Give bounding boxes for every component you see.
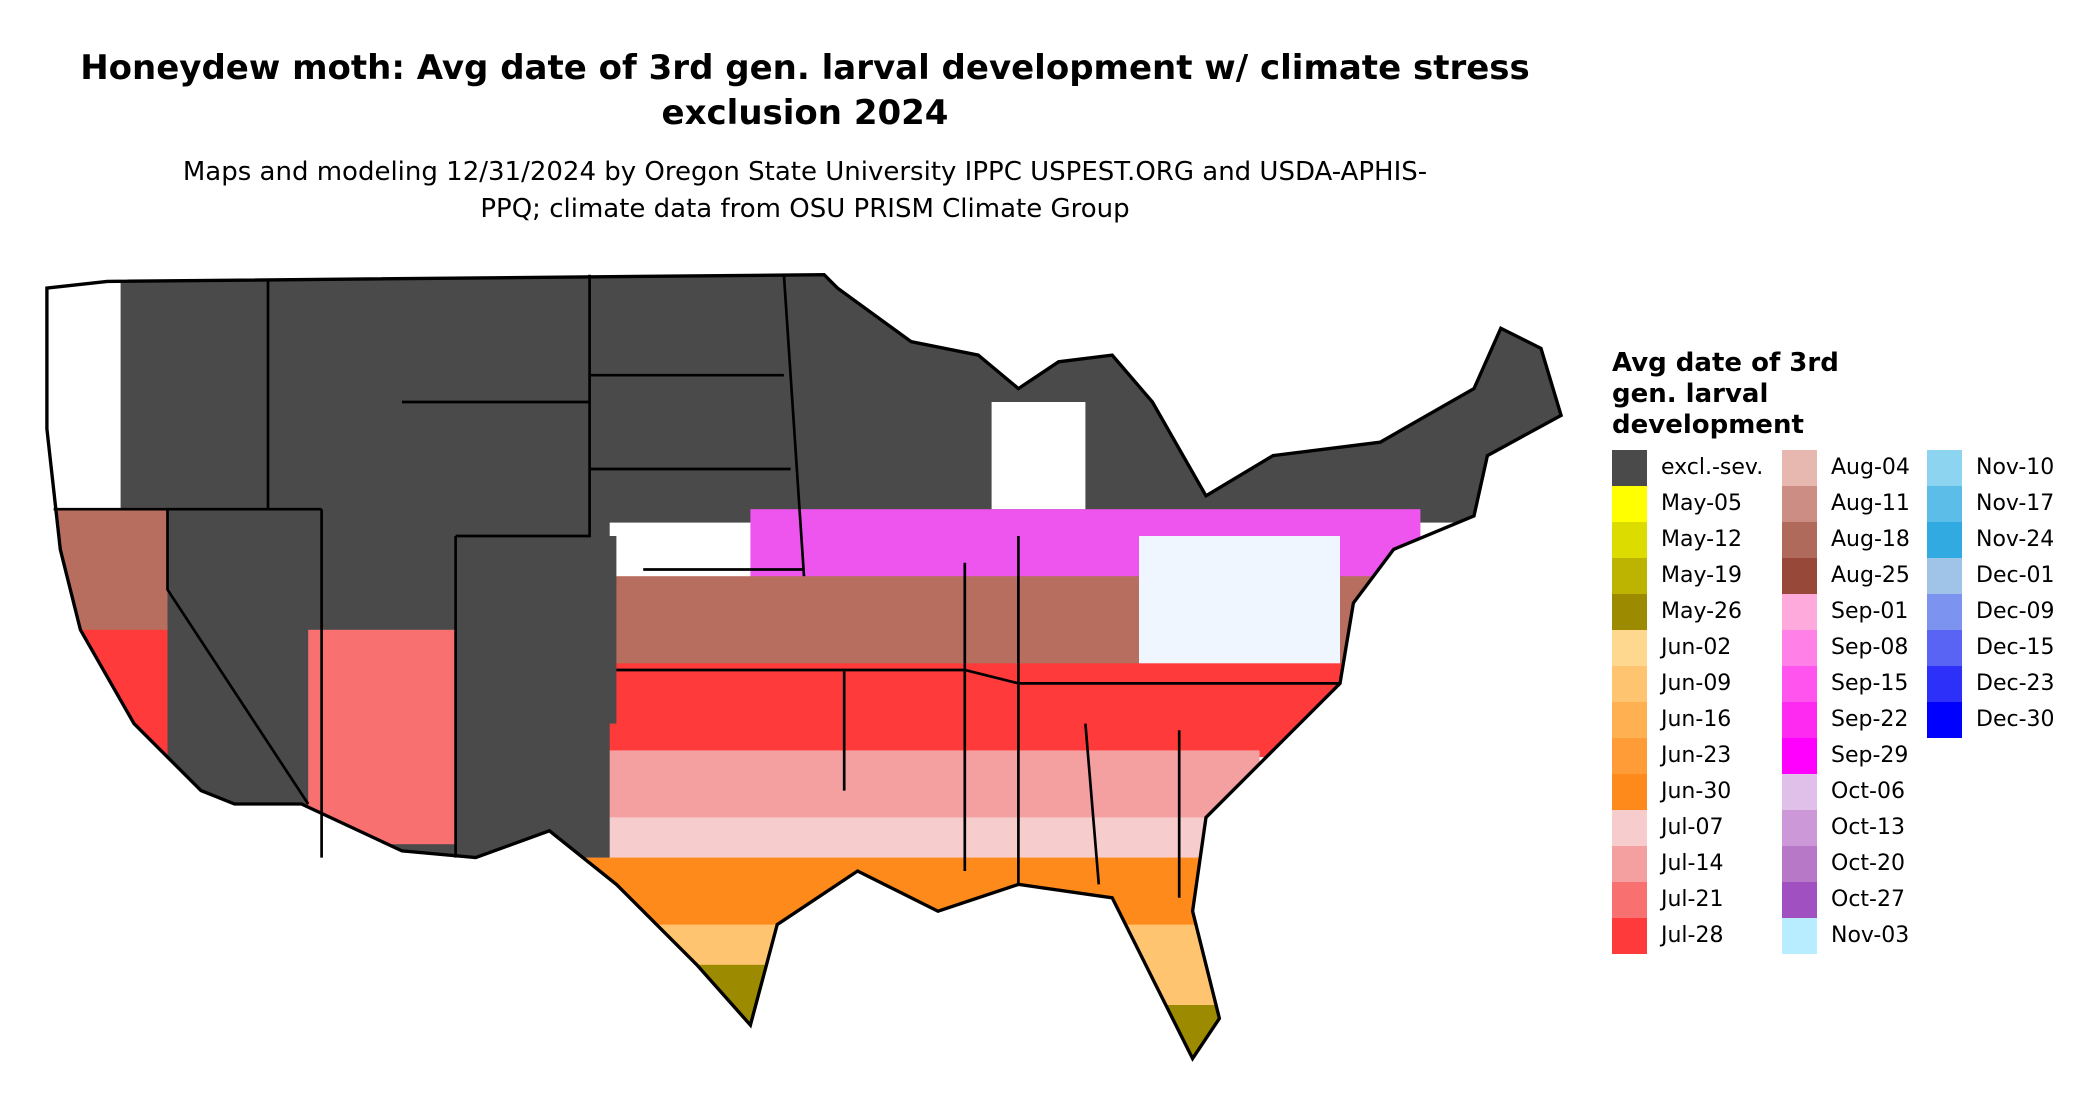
- legend-label: Nov-17: [1976, 491, 2054, 516]
- legend-swatch: [1927, 630, 1962, 666]
- legend-swatch: [1782, 810, 1817, 846]
- legend-label: Jun-30: [1659, 779, 1731, 804]
- legend-swatch: [1782, 522, 1817, 558]
- legend-label: Aug-25: [1831, 563, 1910, 588]
- legend-label: Jul-28: [1659, 923, 1723, 948]
- legend-label: Sep-29: [1831, 743, 1908, 768]
- legend-label: Aug-18: [1831, 527, 1910, 552]
- legend-label: Jun-16: [1659, 707, 1731, 732]
- legend-swatch: [1782, 738, 1817, 774]
- legend-swatch: [1927, 702, 1962, 738]
- country-outline: [45, 273, 1564, 1062]
- legend-swatch: [1612, 918, 1647, 954]
- legend-swatch: [1927, 558, 1962, 594]
- legend-swatch: [1612, 594, 1647, 630]
- legend-swatch: [1927, 450, 1962, 486]
- legend-swatch: [1927, 594, 1962, 630]
- legend-label: Dec-09: [1976, 599, 2055, 624]
- legend-label: Jun-23: [1659, 743, 1731, 768]
- legend-swatch: [1782, 882, 1817, 918]
- legend-swatch: [1782, 846, 1817, 882]
- legend-swatch: [1782, 774, 1817, 810]
- legend-label: May-12: [1661, 527, 1742, 552]
- legend-swatch: [1612, 774, 1647, 810]
- legend-swatch: [1782, 558, 1817, 594]
- legend-swatch: [1927, 666, 1962, 702]
- legend-label: Jul-07: [1659, 815, 1723, 840]
- legend-swatch: [1927, 522, 1962, 558]
- legend-label: Sep-01: [1831, 599, 1908, 624]
- legend-swatch: [1612, 450, 1647, 486]
- legend-swatch: [1782, 486, 1817, 522]
- legend-label: Dec-01: [1976, 563, 2055, 588]
- legend-swatch: [1612, 558, 1647, 594]
- legend-label: Sep-08: [1831, 635, 1908, 660]
- legend-label: Oct-06: [1831, 779, 1905, 804]
- legend-label: Oct-20: [1831, 851, 1905, 876]
- legend-swatch: [1782, 450, 1817, 486]
- legend-label: May-19: [1661, 563, 1742, 588]
- legend-swatch: [1782, 666, 1817, 702]
- legend-label: Jun-09: [1659, 671, 1731, 696]
- map-body: [45, 273, 1564, 1062]
- legend-label: Aug-11: [1831, 491, 1910, 516]
- legend-label: Oct-27: [1831, 887, 1905, 912]
- legend-label: Dec-30: [1976, 707, 2055, 732]
- legend-label: Jun-02: [1659, 635, 1731, 660]
- legend-swatch: [1782, 594, 1817, 630]
- legend-swatch: [1612, 810, 1647, 846]
- state-lines: [53, 274, 1341, 898]
- legend-label: Sep-22: [1831, 707, 1908, 732]
- legend-swatch: [1612, 666, 1647, 702]
- legend-label: May-26: [1661, 599, 1742, 624]
- map-title: Honeydew moth: Avg date of 3rd gen. larv…: [80, 48, 1530, 133]
- legend-label: Dec-23: [1976, 671, 2055, 696]
- legend-label: Nov-03: [1831, 923, 1909, 948]
- legend-swatch: [1612, 702, 1647, 738]
- legend-title: Avg date of 3rd gen. larval development: [1612, 348, 1839, 440]
- legend-label: Dec-15: [1976, 635, 2055, 660]
- legend-label: Sep-15: [1831, 671, 1908, 696]
- legend-swatch: [1612, 522, 1647, 558]
- legend-swatch: [1612, 486, 1647, 522]
- legend-swatch: [1782, 702, 1817, 738]
- legend-label: May-05: [1661, 491, 1742, 516]
- legend-swatch: [1782, 918, 1817, 954]
- legend-label: Aug-04: [1831, 455, 1910, 480]
- legend-swatch: [1612, 738, 1647, 774]
- legend-label: Nov-10: [1976, 455, 2054, 480]
- legend-label: Jul-21: [1659, 887, 1723, 912]
- legend-label: Nov-24: [1976, 527, 2054, 552]
- legend-swatch: [1927, 486, 1962, 522]
- legend-label: Oct-13: [1831, 815, 1905, 840]
- legend-label: Jul-14: [1659, 851, 1723, 876]
- legend-swatch: [1782, 630, 1817, 666]
- legend-swatch: [1612, 846, 1647, 882]
- legend-swatch: [1612, 882, 1647, 918]
- map-fill: [46, 274, 1562, 1059]
- map-subtitle: Maps and modeling 12/31/2024 by Oregon S…: [182, 157, 1428, 224]
- legend-label: excl.-sev.: [1661, 455, 1763, 480]
- legend-swatch: [1612, 630, 1647, 666]
